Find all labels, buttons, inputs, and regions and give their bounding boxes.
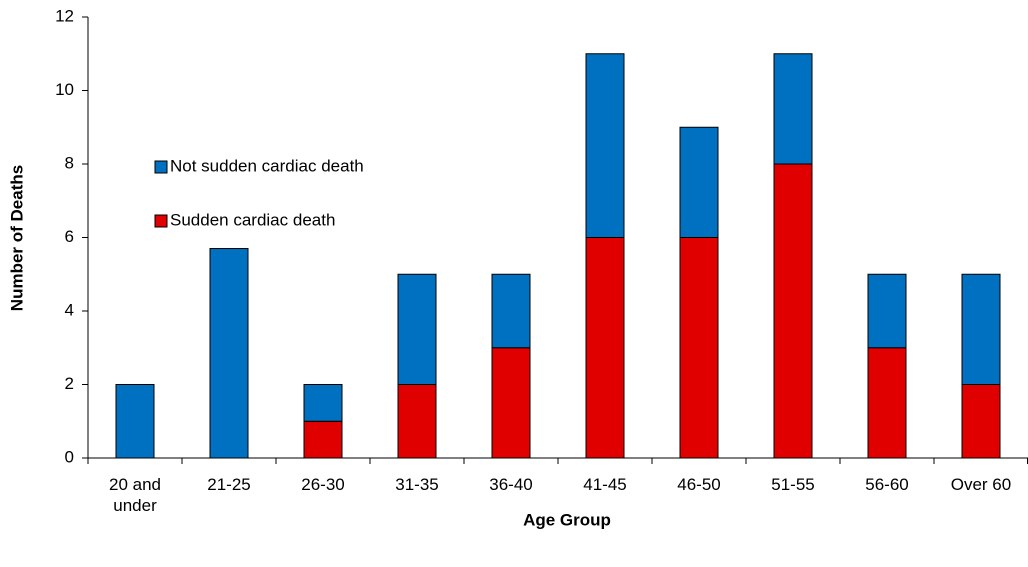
x-tick-label: 21-25	[207, 475, 251, 494]
x-tick-label: 20 and under	[109, 475, 161, 515]
bar-segment	[303, 420, 343, 459]
x-axis-title: Age Group	[523, 510, 611, 529]
bar-segment	[585, 237, 625, 459]
x-tick-label: Over 60	[950, 475, 1012, 494]
bar-segment	[679, 237, 719, 459]
y-axis-title: Number of Deaths	[7, 165, 26, 311]
bar-segment	[961, 384, 1001, 459]
y-tick-label: 0	[65, 447, 74, 466]
x-tick-label: 51-55	[771, 475, 815, 494]
x-tick-label: 26-30	[301, 475, 345, 494]
bar-segment	[867, 273, 907, 349]
legend-label: Sudden cardiac death	[170, 210, 335, 229]
x-tick-label: 56-60	[865, 475, 909, 494]
y-tick-label: 10	[55, 80, 74, 99]
bar-segment	[773, 163, 813, 459]
y-tick-label: 6	[65, 227, 74, 246]
y-tick-label: 12	[55, 6, 74, 25]
legend-swatch	[154, 214, 168, 228]
x-tick-label: 46-50	[677, 475, 721, 494]
x-tick-label: 31-35	[395, 475, 439, 494]
bar-segment	[115, 384, 155, 459]
y-tick-label: 2	[65, 374, 74, 393]
legend-swatch	[154, 160, 168, 174]
bar-segment	[867, 347, 907, 459]
bar-segment	[491, 273, 531, 349]
y-tick-label: 4	[65, 300, 74, 319]
bar-segment	[679, 126, 719, 238]
bar-segment	[491, 347, 531, 459]
bar-segment	[209, 248, 249, 459]
bar-segment	[773, 53, 813, 165]
x-tick-label: 41-45	[583, 475, 627, 494]
legend-label: Not sudden cardiac death	[170, 156, 364, 175]
bar-segment	[397, 384, 437, 459]
x-tick-label: 36-40	[489, 475, 533, 494]
y-tick-label: 8	[65, 153, 74, 172]
bar-segment	[585, 53, 625, 238]
bar-segment	[397, 273, 437, 385]
bar-segment	[961, 273, 1001, 385]
bar-segment	[303, 384, 343, 422]
